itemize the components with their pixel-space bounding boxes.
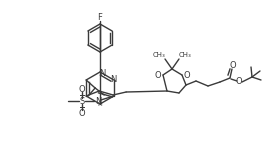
Text: S: S [79,96,85,106]
Text: O: O [230,61,236,71]
Text: N: N [110,76,116,85]
Text: O: O [236,77,242,87]
Text: O: O [155,71,161,79]
Text: N: N [95,96,101,106]
Text: O: O [184,71,190,79]
Text: CH₃: CH₃ [153,52,165,58]
Text: H: H [98,101,102,106]
Text: O: O [78,85,85,93]
Text: CH₃: CH₃ [179,52,191,58]
Text: N: N [99,69,105,77]
Text: O: O [78,109,85,117]
Text: F: F [98,13,103,22]
